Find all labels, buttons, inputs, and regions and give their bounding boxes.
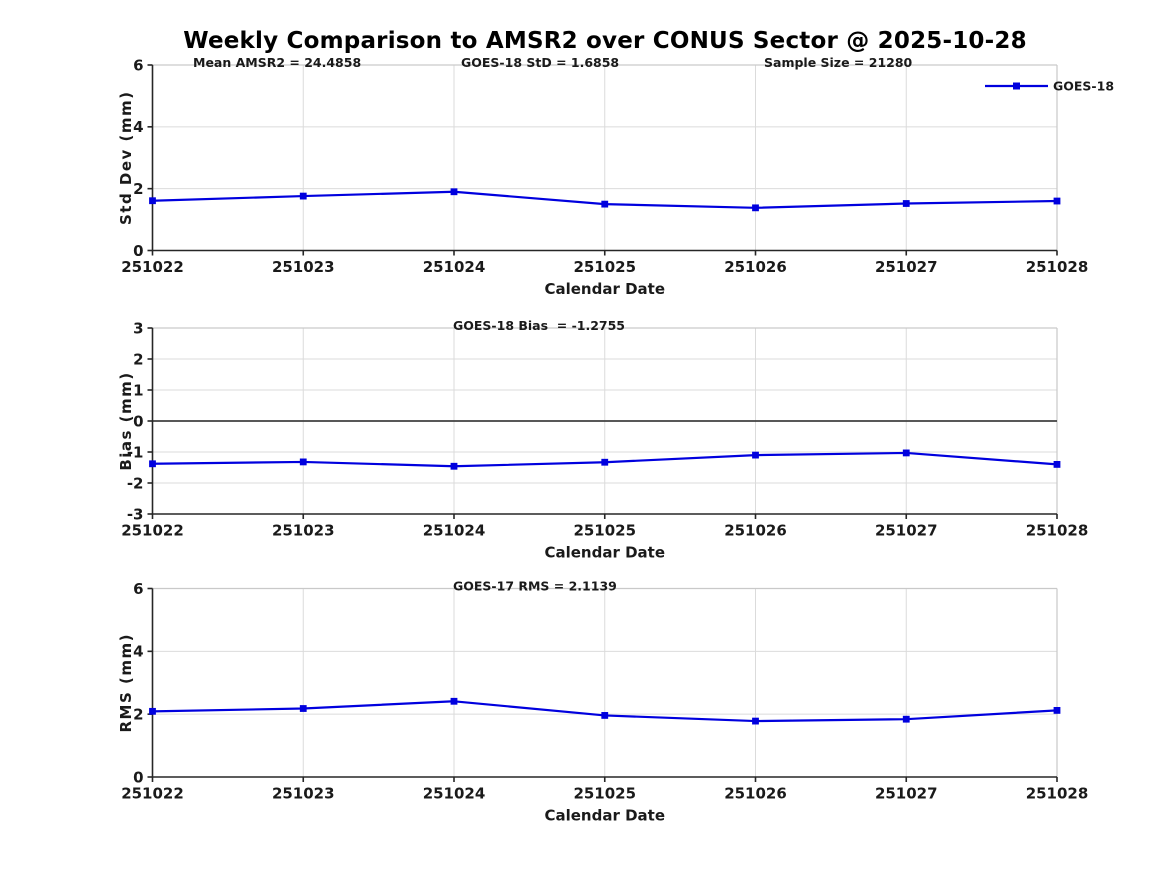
data-point-marker [299,458,307,466]
figure-title: Weekly Comparison to AMSR2 over CONUS Se… [183,28,1027,54]
data-point-marker [450,188,458,196]
x-tick-label: 251022 [121,258,184,276]
chart-3: 0 2 4 6 251022 251023 251024 251025 251026 251027… [117,579,1088,825]
chart-annotation: GOES-18 Bias = -1.2755 [453,318,625,333]
x-tick-label: 251027 [875,785,938,803]
legend: GOES-18 [985,79,1114,94]
axes [147,587,1058,782]
y-tick-label: 4 [133,643,143,661]
x-tick-label: 251026 [724,522,787,540]
x-tick-label: 251025 [573,258,636,276]
gridlines [152,65,1058,251]
gridlines [152,588,1058,777]
x-tick-label: 251025 [573,785,636,803]
legend-label: GOES-18 [1053,79,1114,94]
x-tick-label: 251023 [272,522,335,540]
chart-annotation: Sample Size = 21280 [764,55,913,70]
axes [147,327,1058,519]
data-point-marker [601,712,609,719]
data-point-marker [752,717,759,725]
y-tick-label: 0 [133,412,143,430]
x-tick-label: 251023 [272,258,335,276]
x-tick-label: 251024 [423,258,486,276]
x-tick-label: 251023 [272,785,335,803]
x-tick-label: 251024 [423,785,486,803]
data-point-marker [450,462,458,470]
data-point-marker [902,200,910,207]
y-tick-label: 0 [133,768,143,786]
axes [147,64,1058,256]
data-point-marker [1053,197,1061,205]
y-tick-label: 3 [133,319,143,337]
data-point-marker [149,197,156,205]
x-tick-label: 251028 [1026,522,1089,540]
legend-marker-sample [1013,82,1020,90]
data-point-marker [450,697,458,705]
data-point-marker [601,458,609,466]
x-tick-label: 251027 [875,522,938,540]
data-point-marker [752,204,759,212]
y-tick-label: -3 [127,505,144,523]
chart-2: -3 -2 -1 0 1 2 3 251022 251023 251024 251025 251026… [117,318,1088,562]
data-point-marker [149,707,156,715]
x-axis-label: Calendar Date [544,544,665,562]
x-tick-label: 251022 [121,522,184,540]
y-tick-label: 2 [133,180,143,198]
x-tick-label: 251022 [121,785,184,803]
y-tick-label: 4 [133,118,143,136]
data-point-marker [601,200,609,208]
data-point-marker [299,705,307,712]
chart-annotation: Mean AMSR2 = 24.4858 [193,55,361,70]
y-tick-label: 2 [133,705,143,723]
y-tick-label: -1 [127,443,144,461]
x-axis-label: Calendar Date [544,280,665,298]
data-point-marker [299,192,307,200]
x-tick-label: 251028 [1026,258,1089,276]
x-tick-label: 251025 [573,522,636,540]
data-point-marker [1053,706,1061,714]
data-point-marker [752,451,759,459]
chart-annotation: GOES-18 StD = 1.6858 [461,55,619,70]
x-tick-label: 251027 [875,258,938,276]
y-tick-label: 2 [133,350,143,368]
y-tick-label: 1 [133,381,143,399]
x-tick-label: 251026 [724,785,787,803]
data-point-marker [902,715,910,723]
data-point-marker [1053,461,1061,468]
y-tick-label: 6 [133,56,143,74]
y-axis-label: Std Dev (mm) [117,90,135,225]
y-tick-label: 6 [133,580,143,598]
x-tick-label: 251026 [724,258,787,276]
x-tick-label: 251024 [423,522,486,540]
chart-annotation: GOES-17 RMS = 2.1139 [453,579,617,594]
y-axis-label: RMS (mm) [117,633,135,732]
y-tick-label: 0 [133,242,143,260]
data-point-marker [902,449,910,457]
x-axis-label: Calendar Date [544,807,665,825]
data-point-marker [149,460,156,468]
y-axis-label: Bias (mm) [117,371,135,470]
chart-1: 0 2 4 6 251022 251023 251024 251025 251026 251027… [117,55,1114,298]
x-tick-label: 251028 [1026,785,1089,803]
y-tick-label: -2 [127,474,144,492]
